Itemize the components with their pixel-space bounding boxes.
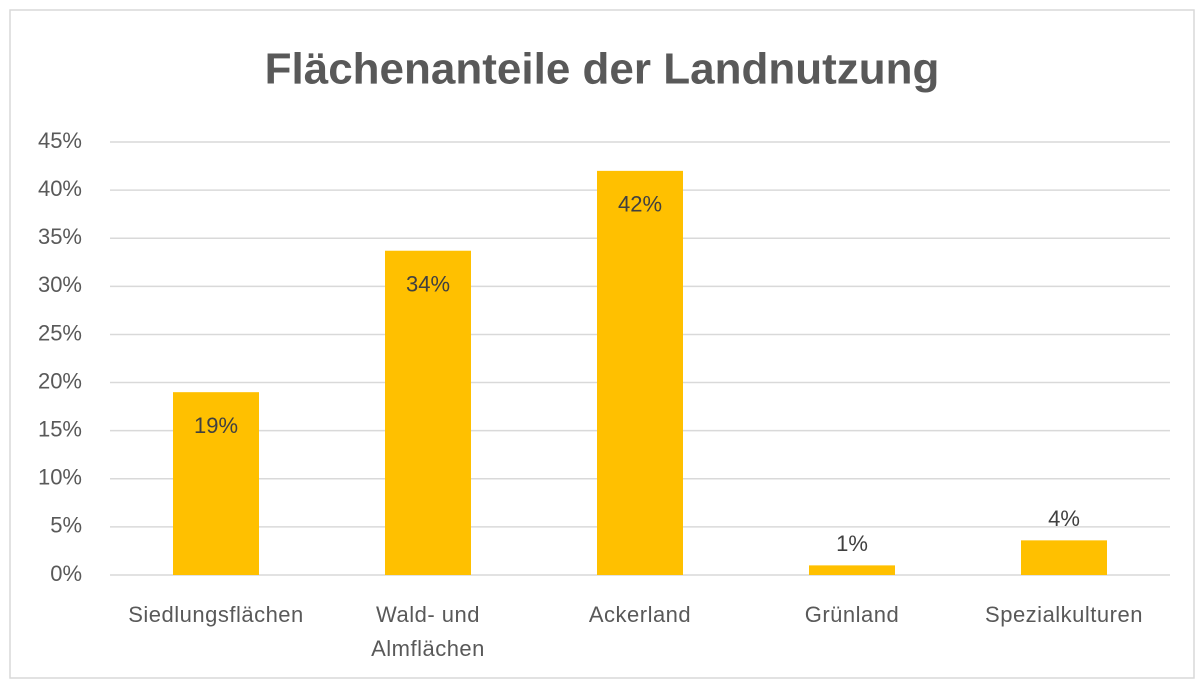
data-label: 42% <box>618 192 662 217</box>
x-tick-label: Siedlungsflächen <box>128 602 304 627</box>
bar <box>385 250 471 575</box>
y-tick-label: 30% <box>38 272 82 297</box>
y-tick-label: 25% <box>38 320 82 345</box>
y-tick-label: 35% <box>38 224 82 249</box>
bar <box>173 392 259 575</box>
x-tick-label: Wald- und Almflächen <box>371 602 485 661</box>
data-label: 1% <box>836 531 868 556</box>
x-tick-label: Grünland <box>804 602 900 627</box>
data-label: 34% <box>406 272 450 297</box>
y-tick-label: 15% <box>38 416 82 441</box>
chart-title: Flächenanteile der Landnutzung <box>265 45 940 94</box>
data-label: 19% <box>194 413 238 438</box>
y-tick-label: 40% <box>38 176 82 201</box>
bar <box>809 565 895 575</box>
y-tick-label: 0% <box>50 561 82 586</box>
x-tick-label: Spezialkulturen <box>985 602 1143 627</box>
data-label: 4% <box>1048 506 1080 531</box>
bar <box>1021 540 1107 575</box>
y-tick-label: 10% <box>38 465 82 490</box>
y-tick-label: 5% <box>50 513 82 538</box>
x-tick-label: Ackerland <box>588 602 692 627</box>
y-tick-label: 20% <box>38 368 82 393</box>
y-tick-label: 45% <box>38 128 82 153</box>
bar <box>597 170 683 575</box>
